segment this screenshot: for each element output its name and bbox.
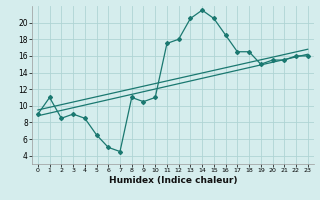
X-axis label: Humidex (Indice chaleur): Humidex (Indice chaleur): [108, 176, 237, 185]
